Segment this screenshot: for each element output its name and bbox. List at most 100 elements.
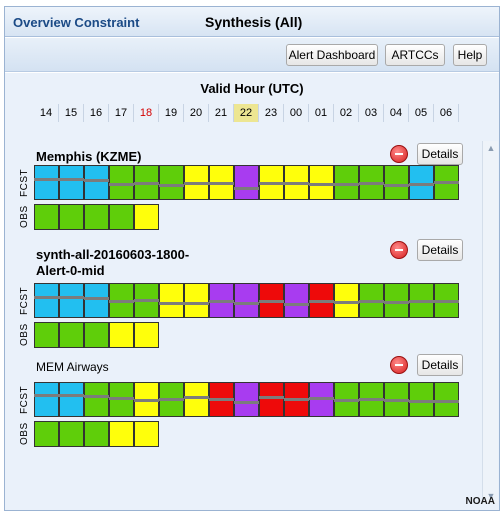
fcst-cell[interactable] [84, 165, 109, 200]
fcst-cell[interactable] [159, 382, 184, 417]
valid-hour-heading: Valid Hour (UTC) [200, 81, 304, 96]
obs-cell[interactable] [84, 421, 109, 447]
forecast-tick [109, 397, 134, 400]
fcst-cell[interactable] [384, 382, 409, 417]
hour-label: 02 [334, 104, 359, 122]
fcst-cell[interactable] [434, 283, 459, 318]
obs-cell[interactable] [134, 204, 159, 230]
fcst-cell[interactable] [234, 165, 259, 200]
scroll-up-arrow-icon[interactable]: ▲ [486, 143, 496, 153]
obs-cell[interactable] [59, 421, 84, 447]
fcst-label: FCST [19, 168, 30, 197]
obs-cell[interactable] [109, 421, 134, 447]
remove-icon[interactable] [390, 241, 408, 259]
fcst-cell[interactable] [284, 283, 309, 318]
fcst-cell[interactable] [359, 382, 384, 417]
help-button[interactable]: Help [453, 44, 487, 66]
obs-cell[interactable] [34, 322, 59, 348]
fcst-cell[interactable] [184, 382, 209, 417]
remove-icon[interactable] [390, 356, 408, 374]
fcst-cell[interactable] [334, 382, 359, 417]
section-title-line1: synth-all-20160603-1800- [36, 247, 190, 262]
artccs-dropdown-button[interactable]: ARTCCs ▼ [385, 44, 445, 81]
fcst-cell[interactable] [59, 165, 84, 200]
fcst-cell[interactable] [34, 283, 59, 318]
fcst-cell[interactable] [134, 165, 159, 200]
fcst-cell[interactable] [159, 283, 184, 318]
fcst-cell[interactable] [84, 283, 109, 318]
obs-cell[interactable] [59, 322, 84, 348]
fcst-cell[interactable] [184, 283, 209, 318]
fcst-cell[interactable] [234, 382, 259, 417]
fcst-cell[interactable] [134, 382, 159, 417]
details-button[interactable]: Details [417, 354, 463, 376]
forecast-tick [309, 397, 334, 400]
fcst-cell[interactable] [109, 283, 134, 318]
fcst-cell[interactable] [334, 165, 359, 200]
fcst-cell[interactable] [359, 165, 384, 200]
fcst-cell[interactable] [409, 382, 434, 417]
fcst-cell[interactable] [134, 283, 159, 318]
fcst-cell[interactable] [59, 382, 84, 417]
details-button[interactable]: Details [417, 239, 463, 261]
fcst-cell[interactable] [109, 382, 134, 417]
fcst-cell[interactable] [359, 283, 384, 318]
obs-cell[interactable] [84, 204, 109, 230]
fcst-cell[interactable] [109, 165, 134, 200]
fcst-cell[interactable] [34, 382, 59, 417]
forecast-tick [309, 300, 334, 303]
fcst-cell[interactable] [409, 283, 434, 318]
fcst-cell[interactable] [409, 165, 434, 200]
obs-cell[interactable] [59, 204, 84, 230]
forecast-tick [334, 183, 359, 186]
vertical-scrollbar[interactable]: ▲ ▼ [482, 141, 498, 503]
hour-label: 00 [284, 104, 309, 122]
fcst-cell[interactable] [284, 382, 309, 417]
forecast-tick [184, 396, 209, 399]
forecast-tick [109, 300, 134, 303]
forecast-tick [159, 184, 184, 187]
fcst-cell[interactable] [234, 283, 259, 318]
fcst-cell[interactable] [384, 165, 409, 200]
fcst-cell[interactable] [309, 382, 334, 417]
fcst-cell[interactable] [334, 283, 359, 318]
scroll-down-arrow-icon[interactable]: ▼ [486, 491, 496, 501]
alert-dashboard-button[interactable]: Alert Dashboard [286, 44, 378, 66]
obs-cell[interactable] [109, 204, 134, 230]
fcst-cell[interactable] [259, 165, 284, 200]
fcst-cell[interactable] [159, 165, 184, 200]
fcst-cell[interactable] [259, 283, 284, 318]
fcst-cell[interactable] [284, 165, 309, 200]
obs-cell[interactable] [134, 421, 159, 447]
fcst-cell[interactable] [84, 382, 109, 417]
forecast-tick [334, 399, 359, 402]
fcst-cell[interactable] [384, 283, 409, 318]
obs-cell[interactable] [34, 421, 59, 447]
obs-cell[interactable] [134, 322, 159, 348]
fcst-cell[interactable] [209, 165, 234, 200]
forecast-tick [84, 297, 109, 300]
fcst-cell[interactable] [184, 165, 209, 200]
forecast-tick [159, 302, 184, 305]
obs-cell[interactable] [109, 322, 134, 348]
fcst-cell[interactable] [434, 165, 459, 200]
fcst-cell[interactable] [209, 283, 234, 318]
fcst-cell[interactable] [259, 382, 284, 417]
fcst-row [34, 165, 459, 200]
fcst-cell[interactable] [209, 382, 234, 417]
fcst-cell[interactable] [59, 283, 84, 318]
forecast-tick [284, 398, 309, 401]
forecast-tick [384, 301, 409, 304]
fcst-cell[interactable] [309, 165, 334, 200]
obs-cell[interactable] [84, 322, 109, 348]
fcst-label: FCST [19, 286, 30, 315]
obs-cell[interactable] [34, 204, 59, 230]
hour-label: 01 [309, 104, 334, 122]
fcst-cell[interactable] [434, 382, 459, 417]
remove-icon[interactable] [390, 145, 408, 163]
fcst-cell[interactable] [309, 283, 334, 318]
obs-label: OBS [19, 323, 30, 347]
forecast-tick [259, 182, 284, 185]
details-button[interactable]: Details [417, 143, 463, 165]
fcst-cell[interactable] [34, 165, 59, 200]
